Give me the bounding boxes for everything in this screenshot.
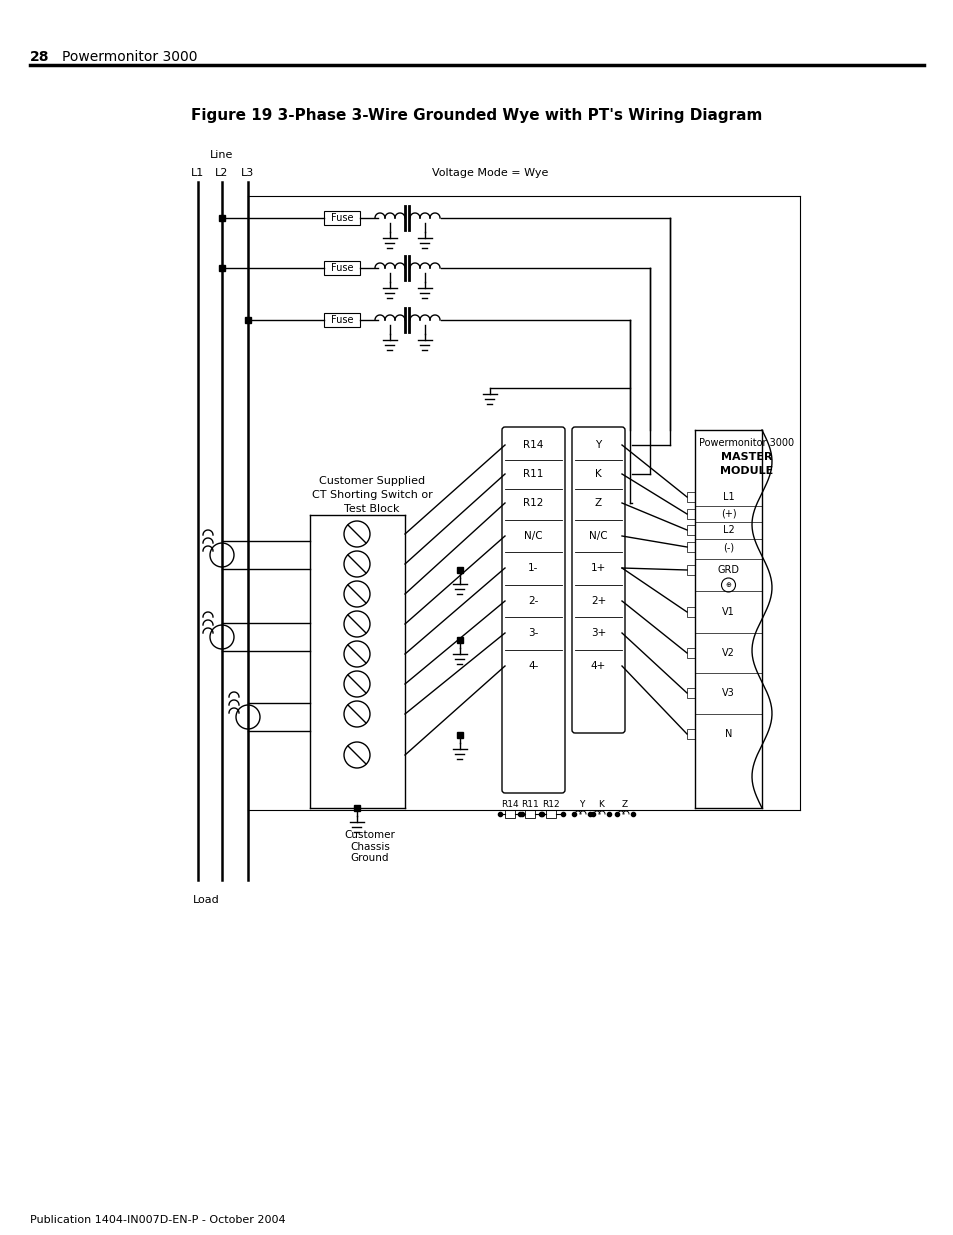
Text: Line: Line [210,149,233,161]
Text: L2: L2 [215,168,229,178]
Text: V1: V1 [721,606,734,618]
Text: R11: R11 [520,800,538,809]
Bar [545,810,556,818]
Text: R11: R11 [523,469,543,479]
Text: L3: L3 [241,168,254,178]
Text: ⊕: ⊕ [725,582,731,588]
Bar [686,648,695,658]
Text: 3-: 3- [528,629,538,638]
Text: Voltage Mode = Wye: Voltage Mode = Wye [432,168,548,178]
Text: N: N [724,729,731,739]
Bar [686,509,695,519]
Text: Z: Z [621,800,627,809]
Text: L2: L2 [721,525,734,535]
Text: Customer Supplied: Customer Supplied [318,475,425,487]
Text: R12: R12 [541,800,559,809]
Bar [686,606,695,618]
Text: Powermonitor 3000: Powermonitor 3000 [699,438,793,448]
Text: GRD: GRD [717,564,739,576]
Bar [504,810,515,818]
Text: 4-: 4- [528,661,538,671]
Text: K: K [598,800,603,809]
Text: Fuse: Fuse [331,212,353,224]
Text: L1: L1 [192,168,204,178]
Text: CT Shorting Switch or: CT Shorting Switch or [312,490,432,500]
Text: Y: Y [578,800,584,809]
Bar [324,261,359,275]
Bar [686,729,695,739]
Text: Y: Y [595,440,601,450]
Bar [686,564,695,576]
Text: Customer
Chassis
Ground: Customer Chassis Ground [344,830,395,863]
Text: Fuse: Fuse [331,315,353,325]
FancyBboxPatch shape [501,427,564,793]
Text: Test Block: Test Block [344,504,399,514]
Text: Z: Z [595,498,601,508]
Bar [324,312,359,327]
Text: R14: R14 [500,800,518,809]
Text: MASTER: MASTER [720,452,771,462]
Bar [524,810,535,818]
Text: (+): (+) [720,509,736,519]
Text: MODULE: MODULE [720,466,772,475]
Text: Fuse: Fuse [331,263,353,273]
Text: N/C: N/C [589,531,607,541]
Text: 1-: 1- [528,563,538,573]
Text: Powermonitor 3000: Powermonitor 3000 [62,49,197,64]
FancyBboxPatch shape [572,427,624,734]
Text: 1+: 1+ [590,563,605,573]
Text: Load: Load [193,895,219,905]
Text: R14: R14 [523,440,543,450]
Text: 2+: 2+ [590,597,605,606]
Text: 4+: 4+ [590,661,605,671]
Text: V3: V3 [721,688,734,698]
Text: L1: L1 [722,492,734,501]
Bar [324,211,359,225]
Bar [686,525,695,535]
Text: R12: R12 [523,498,543,508]
Bar [686,542,695,552]
Bar [686,688,695,698]
Text: Publication 1404-IN007D-EN-P - October 2004: Publication 1404-IN007D-EN-P - October 2… [30,1215,285,1225]
Text: 2-: 2- [528,597,538,606]
Text: Figure 19 3-Phase 3-Wire Grounded Wye with PT's Wiring Diagram: Figure 19 3-Phase 3-Wire Grounded Wye wi… [192,107,761,124]
Text: 3+: 3+ [590,629,605,638]
Text: 28: 28 [30,49,50,64]
Text: N/C: N/C [523,531,542,541]
Text: V2: V2 [721,648,734,658]
Text: K: K [595,469,601,479]
Bar [686,492,695,501]
Text: (-): (-) [722,542,733,552]
